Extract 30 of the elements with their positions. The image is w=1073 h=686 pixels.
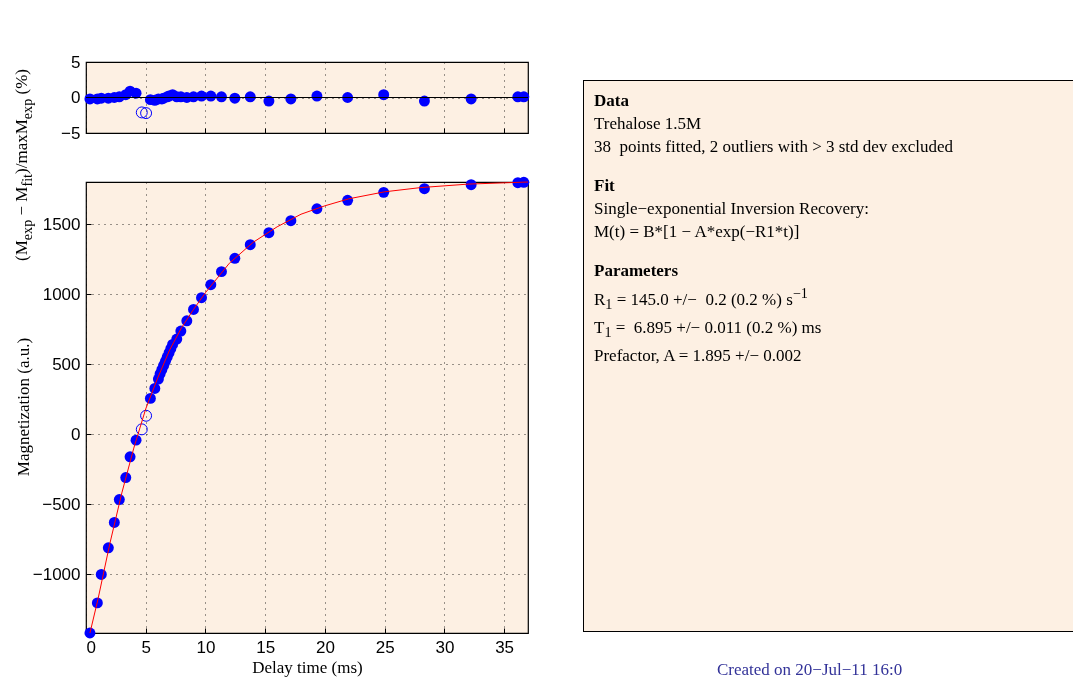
- y-tick-label: −500: [42, 494, 81, 514]
- y-tick-label: −5: [61, 123, 81, 143]
- text: Data: [594, 90, 630, 112]
- x-tick-label: 20: [315, 637, 335, 657]
- text: T$_{1}$ = 6.895 +/− 0.011 (0.2 %) ms: [594, 317, 823, 343]
- y-tick-label: 500: [52, 354, 81, 374]
- text: Trehalose 1.5M: [594, 113, 703, 135]
- text: M(t) = B*[1 − A*exp(−R1*t)]: [594, 221, 801, 243]
- x-tick-label: 15: [256, 637, 276, 657]
- x-tick-label: 5: [141, 637, 151, 657]
- x-tick-label: 35: [495, 637, 515, 657]
- text: Parameters: [594, 260, 679, 282]
- y-tick-label: 1000: [42, 284, 81, 304]
- y-tick-label: 1500: [42, 214, 81, 234]
- y-tick-label: 5: [71, 52, 81, 72]
- y-tick-label: −1000: [32, 564, 81, 584]
- x-tick-label: 25: [375, 637, 395, 657]
- x-tick-label: 0: [86, 637, 96, 657]
- text: Single−exponential Inversion Recovery:: [594, 198, 870, 220]
- x-tick-label: 10: [196, 637, 216, 657]
- text: Created on 20−Jul−11 16:0: [717, 660, 903, 680]
- x-tick-label: 30: [435, 637, 455, 657]
- y-tick-label: 0: [71, 424, 81, 444]
- y-axis-title: Magnetization (a.u.): [14, 337, 34, 477]
- text: Prefactor, A = 1.895 +/− 0.002: [594, 345, 803, 368]
- text: Fit: [594, 175, 616, 197]
- y-tick-label: 0: [71, 88, 81, 107]
- text: R$_{1}$ = 145.0 +/− 0.2 (0.2 %) s$^{−1}$: [594, 284, 809, 315]
- x-axis-title: Delay time (ms): [252, 657, 363, 677]
- text: 38 points fitted, 2 outliers with > 3 std dev excluded: [594, 136, 954, 158]
